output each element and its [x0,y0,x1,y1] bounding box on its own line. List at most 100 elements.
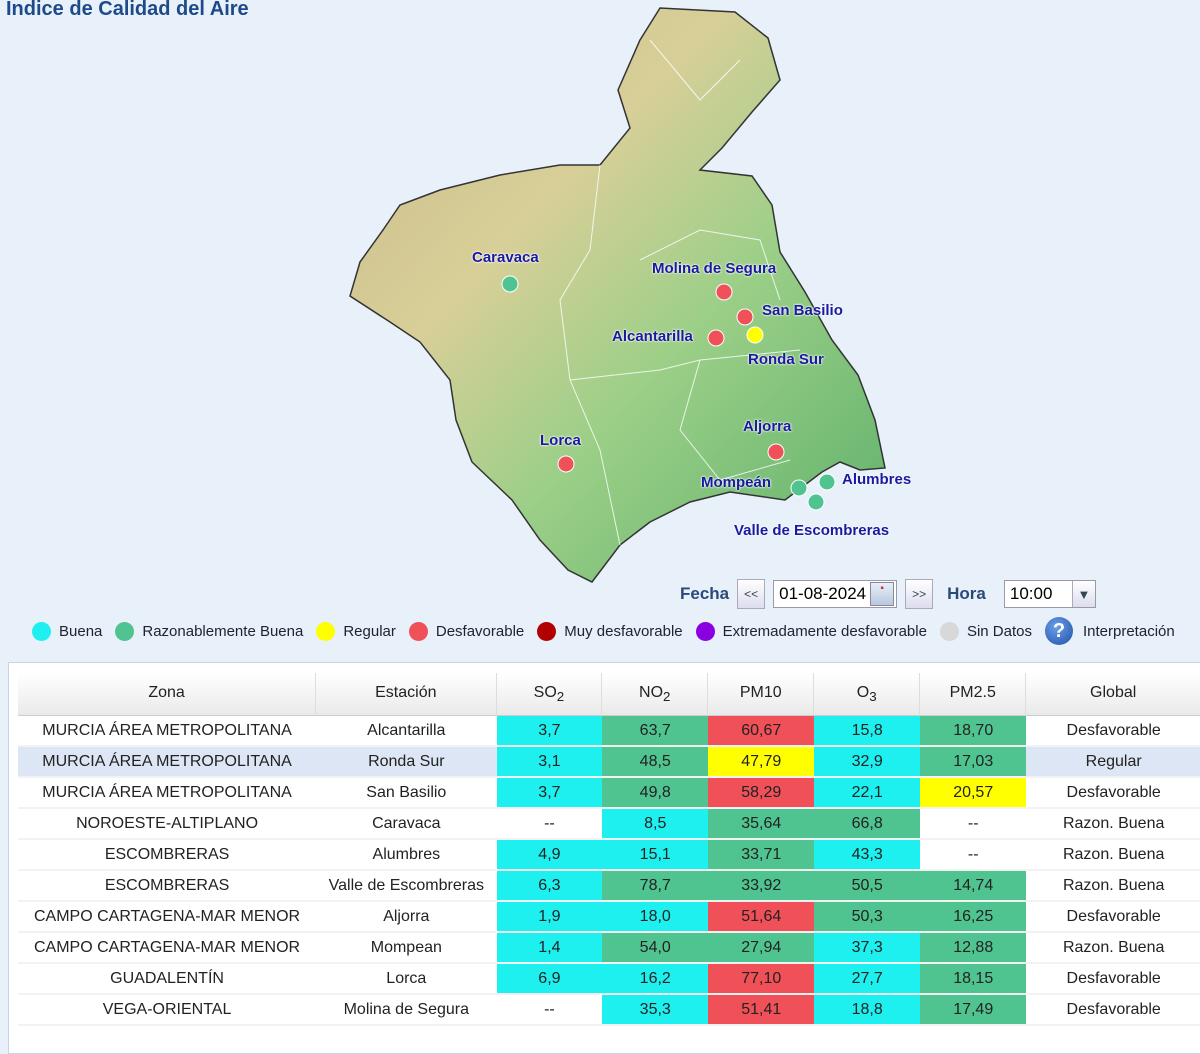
legend-dot-icon [695,621,715,641]
map-label-molina: Molina de Segura [652,260,777,277]
header-label: PM2.5 [949,683,996,701]
station-marker[interactable] [501,275,519,293]
table-row[interactable]: CAMPO CARTAGENA-MAR MENOR Mompean 1,4 54,0 2… [18,933,1200,964]
legend-item: Muy desfavorable [537,621,683,641]
pollutant-cell: 18,15 [920,964,1027,995]
table-row[interactable]: MURCIA ÁREA METROPOLITANA Alcantarilla 3,7… [18,716,1200,747]
column-header[interactable]: O3 [814,673,921,716]
station-marker[interactable] [807,493,825,511]
pollutant-cell: 8,5 [602,809,709,840]
map-label-aljorra: Aljorra [743,418,792,435]
table-row[interactable]: MURCIA ÁREA METROPOLITANA San Basilio 3,7 4… [18,778,1200,809]
pollutant-cell: 51,41 [708,995,815,1026]
table-row[interactable]: VEGA-ORIENTAL Molina de Segura -- 35,3 51,41… [18,995,1200,1026]
interpretacion-label[interactable]: Interpretación [1082,622,1175,640]
date-input[interactable]: 01-08-2024 ▪ [773,580,898,608]
legend-dot-icon [32,621,51,641]
column-header[interactable]: NO2 [602,673,709,716]
legend-label: Muy desfavorable [564,622,683,640]
global-cell: Regular [1026,747,1200,778]
calendar-icon[interactable]: ▪ [870,582,895,606]
legend-item: Regular [316,621,396,641]
chevron-down-icon[interactable]: ▼ [1071,581,1095,607]
global-cell: Desfavorable [1026,716,1200,747]
table-row[interactable]: ESCOMBRERAS Valle de Escombreras 6,3 78,7 33… [18,871,1200,902]
station-marker[interactable] [736,308,754,326]
map-label-caravaca: Caravaca [472,249,539,266]
pollutant-cell: 6,3 [496,871,603,902]
legend-label: Regular [343,622,396,640]
prev-date-button[interactable]: << [737,579,766,609]
pollutant-cell: 15,1 [602,840,709,871]
column-header[interactable]: PM10 [708,673,815,716]
header-subscript: 2 [663,689,671,705]
pollutant-cell: -- [920,809,1027,840]
next-date-button[interactable]: >> [905,579,934,609]
table-row[interactable]: GUADALENTÍN Lorca 6,9 16,2 77,10 27,7 18,15 Des… [18,964,1200,995]
pollutant-cell: -- [496,995,603,1026]
estacion-cell: Aljorra [316,902,497,933]
legend-dot-icon [408,621,428,641]
table-row[interactable]: CAMPO CARTAGENA-MAR MENOR Aljorra 1,9 18,0 5… [18,902,1200,933]
pollutant-cell: 51,64 [708,902,815,933]
column-header[interactable]: PM2.5 [920,673,1027,716]
table-row[interactable]: NOROESTE-ALTIPLANO Caravaca -- 8,5 35,64 66,8… [18,809,1200,840]
fecha-label: Fecha [680,584,730,603]
pollutant-cell: 15,8 [814,716,921,747]
table-row[interactable]: ESCOMBRERAS Alumbres 4,9 15,1 33,71 43,3 -- Raz… [18,840,1200,871]
pollutant-cell: 6,9 [496,964,603,995]
legend-dot-icon [939,621,959,641]
estacion-cell: Lorca [316,964,497,995]
column-header[interactable]: Zona [18,673,317,716]
column-header[interactable]: Estación [316,673,497,716]
pollutant-cell: 47,79 [708,747,815,778]
region-outline [349,7,886,583]
map-label-lorca: Lorca [540,432,581,449]
zona-cell: MURCIA ÁREA METROPOLITANA [18,778,317,809]
zona-cell: ESCOMBRERAS [18,840,317,871]
global-cell: Razon. Buena [1026,809,1200,840]
station-marker[interactable] [746,326,764,344]
pollutant-cell: 1,4 [496,933,603,964]
station-marker[interactable] [818,473,836,491]
column-header[interactable]: SO2 [496,673,603,716]
pollutant-cell: -- [496,809,603,840]
legend-dot-icon [316,621,336,641]
help-icon[interactable]: ? [1044,617,1073,645]
legend-item: Buena [32,621,103,641]
legend-dot-icon [115,621,135,641]
header-label: Estación [375,683,437,701]
header-label: Global [1090,683,1137,701]
legend-label: Buena [59,622,103,640]
pollutant-cell: 20,57 [920,778,1027,809]
station-marker[interactable] [715,283,733,301]
pollutant-cell: 49,8 [602,778,709,809]
global-cell: Desfavorable [1026,778,1200,809]
pollutant-cell: 60,67 [708,716,815,747]
pollutant-cell: 66,8 [814,809,921,840]
pollutant-cell: 17,49 [920,995,1027,1026]
pollutant-cell: 54,0 [602,933,709,964]
date-controls: Fecha << 01-08-2024 ▪ >> Hora 10:00 ▼ [680,578,1096,610]
interpretacion-link[interactable]: ? Interpretación [1044,617,1175,645]
station-marker[interactable] [707,329,725,347]
station-marker[interactable] [557,455,575,473]
pollutant-cell: 58,29 [708,778,815,809]
table-row[interactable]: MURCIA ÁREA METROPOLITANA Ronda Sur 3,1 48,… [18,747,1200,778]
column-header[interactable]: Global [1026,673,1200,716]
global-cell: Desfavorable [1026,995,1200,1026]
pollutant-cell: 33,92 [708,871,815,902]
header-label: PM10 [739,683,782,701]
hora-select[interactable]: 10:00 ▼ [1003,580,1096,608]
global-cell: Desfavorable [1026,964,1200,995]
pollutant-cell: 18,0 [602,902,709,933]
estacion-cell: Valle de Escombreras [316,871,497,902]
estacion-cell: Caravaca [316,809,497,840]
pollutant-cell: 27,7 [814,964,921,995]
station-marker[interactable] [767,443,785,461]
pollutant-cell: 27,94 [708,933,815,964]
estacion-cell: Mompean [316,933,497,964]
pollutant-cell: 3,7 [496,716,603,747]
station-marker[interactable] [790,479,808,497]
pollutant-cell: 50,5 [814,871,921,902]
